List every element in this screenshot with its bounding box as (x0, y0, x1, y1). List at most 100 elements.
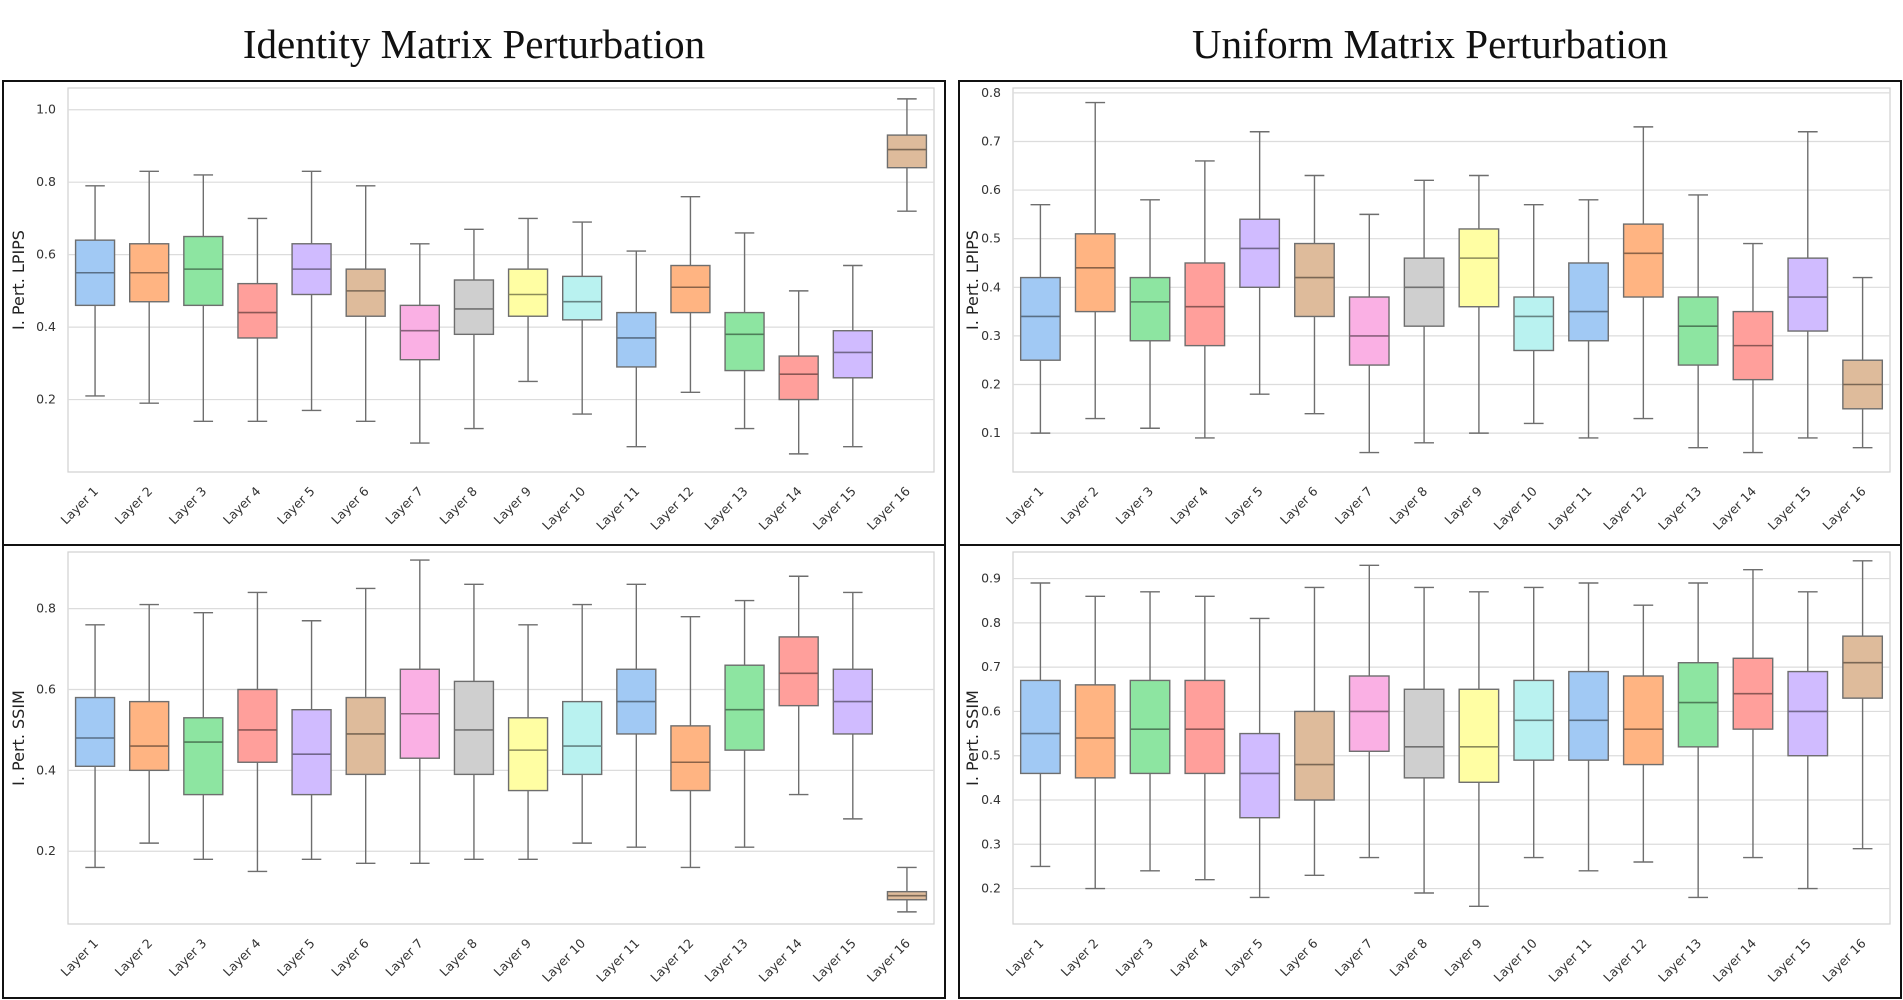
box-10 (562, 603, 603, 844)
x-tick-label: Layer 6 (328, 483, 372, 527)
box-3 (183, 174, 224, 422)
box-16 (886, 866, 928, 913)
x-tick-label: Layer 7 (1332, 484, 1376, 528)
box-2 (129, 170, 170, 404)
x-tick-label: Layer 10 (1491, 935, 1540, 984)
iqr-box (237, 688, 278, 763)
x-tick-label: Layer 5 (1222, 484, 1266, 528)
y-tick-label: 0.2 (36, 392, 56, 407)
box-11 (616, 250, 657, 448)
iqr-box (129, 700, 170, 772)
x-tick-label: Layer 16 (1819, 935, 1868, 984)
x-tick-label: Layer 3 (166, 936, 210, 980)
iqr-box (183, 235, 224, 307)
iqr-box (1239, 732, 1281, 819)
box-9 (1458, 591, 1500, 907)
x-tick-label: Layer 13 (1655, 484, 1704, 533)
box-5 (291, 620, 332, 861)
box-4 (237, 591, 278, 873)
iqr-box (1348, 296, 1390, 366)
y-tick-label: 0.2 (981, 377, 1001, 392)
box-8 (453, 228, 495, 430)
box-3 (1129, 199, 1171, 429)
y-tick-label: 0.8 (36, 174, 56, 189)
x-tick-label: Layer 6 (1277, 935, 1321, 979)
x-tick-label: Layer 3 (1112, 484, 1156, 528)
identity-lpips-panel: 0.2 0.4 0.6 0.8 1.0 I. Pert. LPIPS Layer 1 Laye… (2, 80, 946, 546)
iqr-box (1842, 635, 1884, 699)
y-axis-label: I. Pert. LPIPS (963, 230, 982, 330)
iqr-box (507, 717, 549, 792)
x-tick-label: Layer 9 (1441, 935, 1485, 979)
iqr-box (1294, 710, 1335, 801)
x-tick-label: Layer 4 (220, 935, 264, 979)
x-tick-label: Layer 2 (112, 484, 156, 528)
box-9 (1458, 174, 1500, 434)
y-tick-label: 0.9 (981, 571, 1001, 586)
x-tick-label: Layer 12 (1600, 936, 1649, 985)
y-axis-label: I. Pert. SSIM (9, 690, 28, 786)
x-tick-label: Layer 2 (1058, 936, 1102, 980)
box-15 (832, 264, 873, 448)
iqr-box (399, 304, 440, 361)
y-tick-label: 0.2 (36, 843, 56, 858)
x-tick-label: Layer 7 (382, 936, 426, 980)
box-10 (1513, 586, 1555, 859)
iqr-box (1294, 242, 1335, 318)
box-12 (670, 195, 711, 394)
iqr-box (1677, 296, 1719, 366)
box-2 (129, 603, 170, 844)
x-tick-label: Layer 4 (1167, 483, 1211, 527)
y-tick-label: 1.0 (36, 102, 56, 117)
x-tick-label: Layer 14 (1710, 935, 1759, 984)
x-tick-label: Layer 13 (1655, 936, 1704, 985)
box-16 (1842, 560, 1884, 850)
y-tick-label: 0.3 (981, 836, 1001, 851)
iqr-box (237, 282, 278, 339)
x-tick-label: Layer 15 (1765, 484, 1814, 533)
x-tick-label: Layer 13 (701, 936, 750, 985)
iqr-box (670, 725, 711, 792)
y-tick-label: 0.5 (981, 748, 1001, 763)
iqr-box (778, 636, 819, 707)
box-4 (1184, 160, 1226, 439)
iqr-box (1622, 675, 1664, 766)
iqr-box (724, 664, 765, 751)
iqr-box (291, 708, 332, 796)
x-tick-label: Layer 16 (1819, 483, 1868, 532)
y-tick-label: 0.5 (981, 231, 1001, 246)
x-tick-label: Layer 14 (1710, 483, 1759, 532)
y-axis-label: I. Pert. SSIM (963, 690, 982, 786)
iqr-box (670, 264, 711, 314)
iqr-box (1184, 262, 1226, 347)
box-13 (1677, 194, 1719, 449)
x-tick-label: Layer 9 (490, 483, 534, 527)
iqr-box (1074, 684, 1116, 779)
iqr-box (1787, 670, 1829, 757)
y-tick-label: 0.4 (36, 762, 56, 777)
iqr-box (1787, 257, 1829, 332)
iqr-box (1184, 679, 1226, 775)
identity-column-title: Identity Matrix Perturbation (242, 21, 706, 67)
box-12 (670, 615, 711, 869)
box-11 (616, 583, 657, 848)
box-4 (237, 217, 278, 422)
box-13 (724, 599, 765, 848)
box-10 (562, 221, 603, 415)
box-14 (1732, 242, 1774, 454)
iqr-box (1019, 276, 1061, 361)
iqr-box (562, 700, 603, 776)
box-12 (1622, 126, 1664, 420)
box-8 (1403, 586, 1445, 894)
iqr-box (1403, 257, 1445, 327)
x-tick-label: Layer 5 (274, 936, 318, 980)
iqr-box (616, 311, 657, 368)
x-tick-label: Layer 1 (1003, 936, 1047, 980)
x-tick-label: Layer 11 (593, 484, 642, 533)
box-10 (1513, 203, 1555, 425)
x-tick-label: Layer 1 (57, 484, 101, 528)
box-7 (1348, 213, 1390, 454)
box-7 (399, 243, 440, 444)
iqr-box (1568, 262, 1609, 342)
